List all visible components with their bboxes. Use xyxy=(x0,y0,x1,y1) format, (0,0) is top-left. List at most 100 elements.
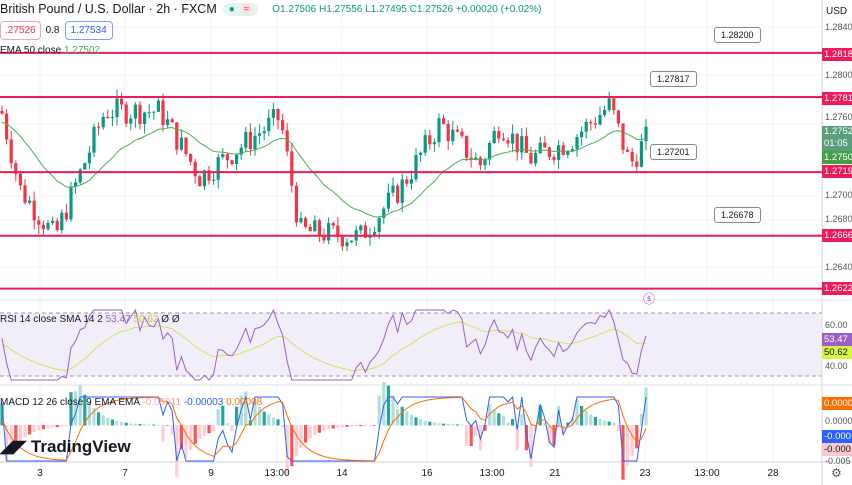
candle-body xyxy=(0,111,4,114)
macd-histogram-bar xyxy=(630,425,634,457)
macd-histogram-bar xyxy=(543,423,547,426)
candle-body xyxy=(589,121,593,124)
candle-body xyxy=(18,173,22,186)
candle-body xyxy=(248,131,252,150)
macd-histogram-bar xyxy=(589,414,593,426)
candle-body xyxy=(386,192,390,209)
macd-histogram-bar xyxy=(520,414,524,426)
macd-histogram-bar xyxy=(451,424,455,426)
time-tick: 7 xyxy=(122,468,128,479)
symbol-title[interactable]: British Pound / U.S. Dollar · 2h · FXCM xyxy=(0,2,217,16)
candle-body xyxy=(612,98,616,111)
candle-body xyxy=(570,149,574,152)
candle-body xyxy=(396,185,400,203)
macd-histogram-bar xyxy=(368,425,372,426)
level-callout[interactable]: 1.26678 xyxy=(714,207,761,223)
macd-histogram-bar xyxy=(419,419,423,426)
candle-body xyxy=(561,145,565,155)
price-tick: 1.2840 xyxy=(825,22,852,32)
candle-body xyxy=(262,131,266,134)
market-status[interactable]: ● ≈ xyxy=(222,2,259,16)
macd-histogram-bar xyxy=(580,405,584,426)
macd-histogram-bar xyxy=(5,425,9,464)
candle-body xyxy=(32,200,36,221)
macd-histogram-bar xyxy=(593,416,597,426)
macd-histogram-bar xyxy=(409,414,413,426)
candle-body xyxy=(336,225,340,237)
candle-body xyxy=(373,231,377,235)
candle-body xyxy=(115,98,119,118)
candle-body xyxy=(331,223,335,226)
macd-histogram-bar xyxy=(621,425,625,480)
candle-body xyxy=(202,170,206,187)
macd-histogram-bar xyxy=(626,425,630,467)
candle-body xyxy=(607,98,611,110)
candle-body xyxy=(340,236,344,247)
candle-body xyxy=(308,226,312,232)
time-tick: 3 xyxy=(37,468,43,479)
macd-histogram-bar xyxy=(18,425,22,442)
macd-histogram-bar xyxy=(120,421,124,426)
candle-body xyxy=(124,104,128,124)
currency-label[interactable]: USD xyxy=(826,6,848,17)
candle-body xyxy=(143,112,147,125)
macd-histogram-bar xyxy=(511,418,515,426)
candle-body xyxy=(322,235,326,241)
candle-body xyxy=(557,145,561,160)
macd-histogram-bar xyxy=(37,425,41,431)
candle-body xyxy=(221,154,225,158)
candle-body xyxy=(147,112,151,114)
macd-histogram-bar xyxy=(189,425,193,450)
candle-body xyxy=(138,104,142,125)
rsi-legend[interactable]: RSI 14 close SMA 14 2 53.47 50.62 Ø Ø xyxy=(0,314,180,325)
candle-body xyxy=(87,152,91,164)
macd-histogram-bar xyxy=(607,421,611,426)
macd-histogram-bar xyxy=(133,423,137,426)
macd-histogram-bar xyxy=(175,425,179,477)
candle-body xyxy=(83,163,87,170)
macd-histogram-bar xyxy=(446,423,450,426)
ema-line xyxy=(1,121,647,218)
ema-legend[interactable]: EMA 50 close 1.27502 xyxy=(0,45,101,56)
macd-histogram-bar xyxy=(584,410,588,426)
time-tick: 14 xyxy=(336,468,348,479)
tradingview-logo[interactable]: ◢◤ TradingView xyxy=(0,437,131,456)
candle-body xyxy=(92,126,96,153)
buy-button[interactable]: 1.27534 xyxy=(64,21,113,40)
macd-histogram-bar xyxy=(28,425,32,435)
macd-histogram-bar xyxy=(460,424,464,426)
macd-histogram-bar xyxy=(354,425,358,427)
lightning-icon[interactable]: ⓢ xyxy=(643,292,656,306)
level-callout[interactable]: 1.28200 xyxy=(714,27,761,43)
time-tick: 21 xyxy=(549,468,561,479)
macd-value-tag: -0.000 xyxy=(822,430,852,443)
candle-body xyxy=(74,182,78,187)
level-callout[interactable]: 1.27201 xyxy=(650,144,697,160)
price-tick: 1.2760 xyxy=(825,112,852,122)
candle-body xyxy=(216,157,220,180)
rsi-tick: 40.00 xyxy=(825,361,848,371)
macd-histogram-bar xyxy=(529,425,533,467)
candle-body xyxy=(267,117,271,132)
macd-legend[interactable]: MACD 12 26 close 9 EMA EMA -0.00011 -0.0… xyxy=(0,397,263,408)
rsi-sma-line xyxy=(1,321,647,372)
candle-body xyxy=(101,116,105,128)
macd-histogram-bar xyxy=(557,406,561,426)
macd-histogram-bar xyxy=(363,425,367,426)
level-callout[interactable]: 1.27817 xyxy=(650,71,697,87)
candle-body xyxy=(593,123,597,125)
macd-histogram-bar xyxy=(350,425,354,427)
candle-body xyxy=(253,135,257,150)
candle-body xyxy=(575,137,579,150)
macd-histogram-bar xyxy=(41,425,45,430)
macd-signal-tag: 0.0000 xyxy=(822,397,852,410)
candle-body xyxy=(9,139,13,164)
candle-body xyxy=(313,220,317,232)
macd-histogram-bar xyxy=(492,409,496,426)
sell-button[interactable]: .27526 xyxy=(0,21,41,40)
settings-gear-icon[interactable]: ⚙ xyxy=(831,466,842,480)
macd-histogram-bar xyxy=(74,391,78,426)
wave-icon: ≈ xyxy=(240,3,253,15)
ema-price-tag: 1.2750 xyxy=(822,151,852,164)
